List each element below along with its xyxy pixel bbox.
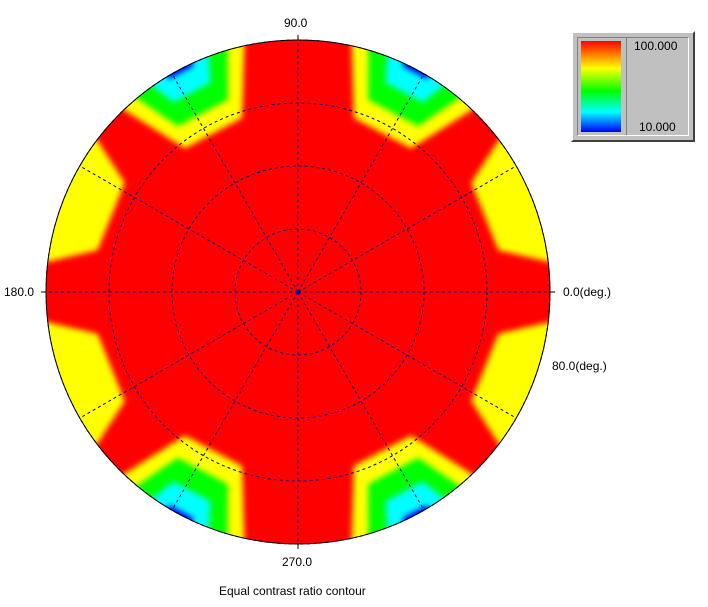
colorbar-min-label: 10.000	[639, 120, 676, 134]
angle-label-90: 90.0	[284, 16, 307, 30]
colorbar-max-label: 100.000	[634, 39, 677, 53]
colorbar-divider	[626, 38, 627, 135]
chart-caption: Equal contrast ratio contour	[219, 584, 366, 598]
radius-label: 80.0(deg.)	[552, 359, 607, 373]
angle-label-0: 0.0(deg.)	[563, 285, 611, 299]
center-point	[296, 290, 301, 295]
angle-label-270: 270.0	[282, 555, 312, 569]
angle-label-180: 180.0	[4, 285, 34, 299]
colorbar-gradient	[581, 41, 621, 132]
colorbar-legend: 100.000 10.000	[571, 31, 695, 142]
